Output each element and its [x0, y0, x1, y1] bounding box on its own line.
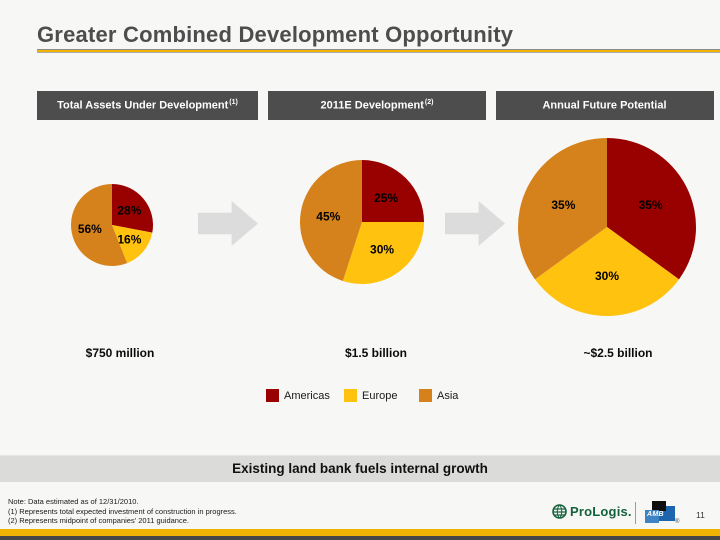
pie-slice-label: 56%	[78, 222, 102, 236]
globe-icon	[552, 504, 567, 519]
banner: Existing land bank fuels internal growth	[0, 455, 720, 482]
pie-slice-label: 30%	[595, 269, 619, 283]
prologis-wordmark: ProLogis.	[570, 504, 632, 519]
pie-slice-americas	[607, 138, 696, 280]
legend-swatch-americas	[266, 389, 279, 402]
note-line-3: (2) Represents midpoint of companies' 20…	[8, 516, 189, 525]
pie-slice-europe	[112, 225, 153, 264]
pie-slice-asia	[300, 160, 362, 281]
legend-item-asia: Asia	[419, 389, 458, 402]
pie-chart-total-assets: 28% 16% 56%	[70, 184, 153, 266]
note-line-1: Note: Data estimated as of 12/31/2010.	[8, 497, 139, 506]
footnote-marker-1: (1)	[229, 99, 238, 107]
pie-slice-label: 35%	[639, 198, 663, 212]
legend-item-europe: Europe	[344, 389, 397, 402]
legend-item-americas: Americas	[266, 389, 330, 402]
total-value-2: $1.5 billion	[344, 346, 407, 360]
pie-slice-label: 45%	[316, 210, 340, 224]
page-title: Greater Combined Development Opportunity	[37, 22, 514, 47]
prologis-logo: ProLogis.	[552, 504, 632, 519]
legend-label: Europe	[362, 389, 398, 402]
pie-slice-americas	[112, 184, 153, 233]
pie-slice-label: 35%	[551, 198, 575, 212]
pie-slice-europe	[534, 227, 680, 316]
arrow-right-icon	[198, 201, 258, 246]
footnote-marker-2: (2)	[424, 99, 434, 107]
pie-slice-europe	[342, 222, 424, 284]
pie-slice-asia	[70, 184, 128, 266]
total-value-3: ~$2.5 billion	[583, 346, 653, 360]
amb-wordmark: AMB	[647, 511, 664, 518]
column-header-annual-future-potential: Annual Future Potential	[496, 91, 714, 120]
pie-slice-label: 25%	[374, 191, 398, 205]
legend-swatch-asia	[419, 389, 432, 402]
bottom-dark-bar	[0, 536, 720, 540]
bottom-yellow-bar	[0, 529, 720, 536]
total-value-1: $750 million	[85, 346, 155, 360]
footnotes: Note: Data estimated as of 12/31/2010. (…	[8, 497, 237, 526]
title-underline	[37, 49, 720, 53]
pie-slice-americas	[362, 160, 424, 222]
pie-slice-asia	[518, 138, 607, 280]
column-header-label: Annual Future Potential	[542, 99, 667, 112]
legend-swatch-europe	[344, 389, 357, 402]
amb-logo: AMB ®	[644, 501, 680, 527]
arrow-right-icon	[445, 201, 505, 246]
amb-square-black	[652, 501, 666, 511]
column-header-total-assets: Total Assets Under Development(1)	[37, 91, 258, 120]
amb-square-lightblue	[645, 510, 659, 523]
pie-slice-label: 16%	[117, 232, 141, 246]
column-header-2011e-development: 2011E Development(2)	[268, 91, 486, 120]
registered-mark: ®	[675, 519, 680, 525]
pie-slice-label: 30%	[370, 243, 394, 257]
column-header-label: Total Assets Under Development	[57, 99, 229, 112]
pie-chart-2011e-development: 25% 30% 45%	[300, 160, 424, 284]
column-header-label: 2011E Development	[320, 99, 424, 112]
footer-divider	[635, 502, 636, 524]
legend-label: Americas	[284, 389, 330, 402]
pie-slice-label: 28%	[117, 204, 141, 218]
page-number: 11	[696, 510, 705, 520]
note-line-2: (1) Represents total expected investment…	[8, 506, 237, 516]
pie-chart-annual-future-potential: 35% 30% 35%	[518, 138, 696, 316]
legend-label: Asia	[437, 389, 459, 402]
